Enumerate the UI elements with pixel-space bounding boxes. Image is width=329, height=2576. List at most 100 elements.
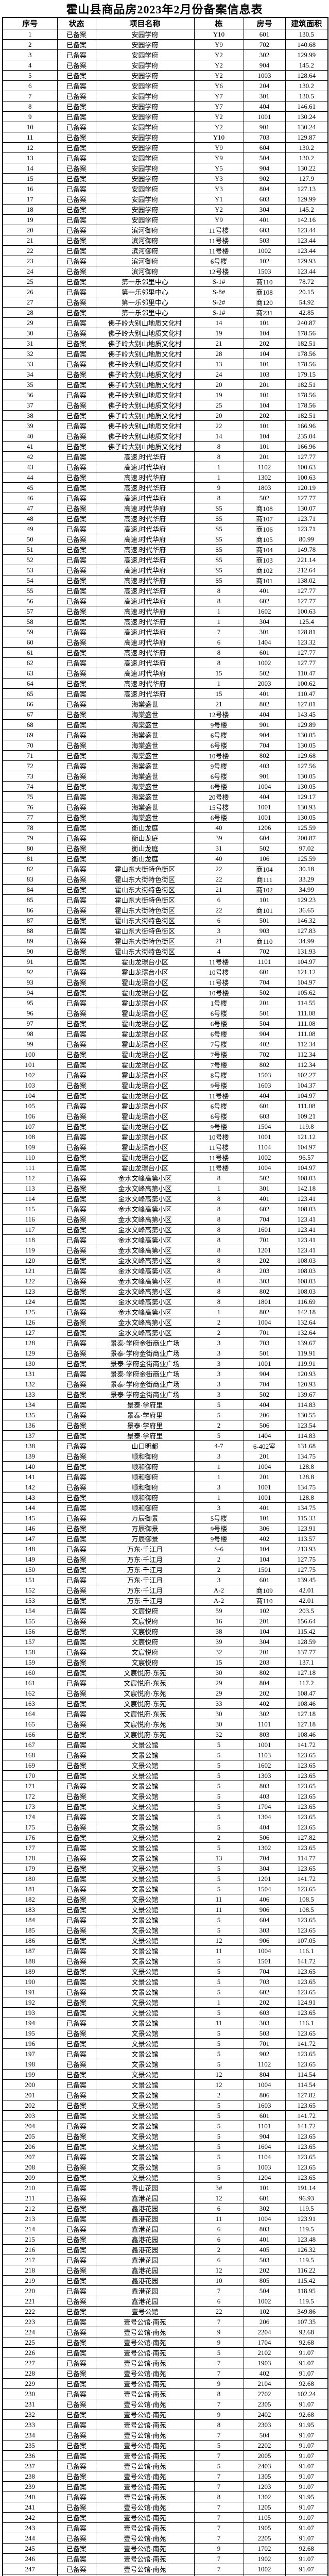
table-row: 165 已备案 文宸悦府·东苑 30 1101 127.18 bbox=[2, 1719, 328, 1730]
table-row: 202 已备案 文景公馆 5 1603 123.65 bbox=[2, 2100, 328, 2111]
cell-building: 7 bbox=[194, 2471, 244, 2482]
cell-building: 29 bbox=[194, 1677, 244, 1688]
cell-status: 已备案 bbox=[57, 2533, 96, 2544]
cell-project: 霍山龙璟台小区 bbox=[95, 1142, 195, 1153]
cell-status: 已备案 bbox=[57, 1997, 96, 2008]
cell-building: 6号楼 bbox=[194, 256, 244, 266]
cell-area: 119.5 bbox=[285, 2203, 328, 2214]
table-row: 115 已备案 金水文峰高第小区 8 602 108.03 bbox=[2, 1204, 328, 1214]
cell-area: 129.89 bbox=[285, 719, 328, 730]
cell-index: 142 bbox=[2, 1482, 58, 1493]
cell-room: 商102 bbox=[243, 884, 286, 895]
cell-status: 已备案 bbox=[57, 616, 96, 627]
cell-room: 202 bbox=[243, 1688, 286, 1699]
cell-status: 已备案 bbox=[57, 2100, 96, 2111]
cell-index: 66 bbox=[2, 699, 58, 709]
cell-status: 已备案 bbox=[57, 2048, 96, 2059]
cell-area: 178.56 bbox=[285, 348, 328, 359]
cell-index: 28 bbox=[2, 307, 58, 318]
table-row: 229 已备案 壹号公馆·南苑 9 2104 92.68 bbox=[2, 2378, 328, 2389]
cell-building: Y9 bbox=[194, 142, 244, 153]
cell-room: 2102 bbox=[243, 2347, 286, 2358]
cell-index: 136 bbox=[2, 1420, 58, 1431]
cell-project: 佛子岭大别山地质文化村 bbox=[95, 441, 195, 452]
table-row: 184 已备案 文景公馆 5 604 123.65 bbox=[2, 1914, 328, 1925]
cell-project: 万辰御景 bbox=[95, 1533, 195, 1544]
cell-status: 已备案 bbox=[57, 1708, 96, 1719]
cell-room: 704 bbox=[243, 1214, 286, 1225]
cell-area: 108.46 bbox=[285, 1698, 328, 1709]
table-row: 162 已备案 文宸悦府·东苑 29 202 108.47 bbox=[2, 1688, 328, 1699]
cell-status: 已备案 bbox=[57, 1842, 96, 1853]
cell-area: 125.59 bbox=[285, 853, 328, 864]
cell-area: 149.78 bbox=[285, 544, 328, 555]
table-row: 27 已备案 第一乐邻里中心 S-2# 商120 54.92 bbox=[2, 297, 328, 308]
cell-area: 203.5 bbox=[285, 1605, 328, 1616]
cell-room: 商110 bbox=[243, 936, 286, 946]
cell-status: 已备案 bbox=[57, 1904, 96, 1915]
cell-index: 115 bbox=[2, 1204, 58, 1214]
cell-building: 5 bbox=[194, 2151, 244, 2162]
cell-room: 904 bbox=[243, 60, 286, 71]
cell-status: 已备案 bbox=[57, 967, 96, 977]
cell-room: 1204 bbox=[243, 2172, 286, 2183]
cell-status: 已备案 bbox=[57, 60, 96, 71]
cell-room: 304 bbox=[243, 616, 286, 627]
cell-index: 158 bbox=[2, 1647, 58, 1657]
cell-index: 55 bbox=[2, 585, 58, 596]
cell-building: Y3 bbox=[194, 173, 244, 184]
cell-index: 199 bbox=[2, 2069, 58, 2080]
cell-index: 11 bbox=[2, 132, 58, 143]
table-row: 236 已备案 壹号公馆·南苑 7 2005 91.07 bbox=[2, 2450, 328, 2461]
cell-room: 1001 bbox=[243, 1739, 286, 1750]
cell-room: 101 bbox=[243, 317, 286, 328]
cell-index: 132 bbox=[2, 1379, 58, 1389]
cell-area: 123.65 bbox=[285, 1791, 328, 1802]
cell-project: 文宸悦府 bbox=[95, 1636, 195, 1647]
cell-project: 文宸悦府·东苑 bbox=[95, 1688, 195, 1699]
cell-index: 150 bbox=[2, 1564, 58, 1575]
cell-area: 141.72 bbox=[285, 2110, 328, 2121]
cell-project: 文景公馆 bbox=[95, 1976, 195, 1987]
cell-status: 已备案 bbox=[57, 2079, 96, 2090]
cell-project: 文景公馆 bbox=[95, 1966, 195, 1977]
cell-room: 1905 bbox=[243, 2522, 286, 2533]
cell-room: 404 bbox=[243, 1822, 286, 1833]
cell-area: 91.07 bbox=[285, 2522, 328, 2533]
cell-building: 2 bbox=[194, 2090, 244, 2100]
cell-project: 安园学府 bbox=[95, 194, 195, 205]
cell-area: 141.72 bbox=[285, 2038, 328, 2049]
cell-project: 海棠盛世 bbox=[95, 719, 195, 730]
cell-building: 2 bbox=[194, 1554, 244, 1565]
cell-status: 已备案 bbox=[57, 2409, 96, 2420]
cell-area: 130.07 bbox=[285, 503, 328, 514]
cell-status: 已备案 bbox=[57, 894, 96, 905]
cell-room: 1201 bbox=[243, 1245, 286, 1256]
cell-room: 2702 bbox=[243, 2388, 286, 2399]
cell-index: 123 bbox=[2, 1286, 58, 1297]
cell-building: 8 bbox=[194, 1234, 244, 1245]
cell-index: 35 bbox=[2, 379, 58, 390]
cell-building: Y5 bbox=[194, 163, 244, 174]
cell-room: 1303 bbox=[243, 1770, 286, 1781]
cell-status: 已备案 bbox=[57, 1605, 96, 1616]
cell-building: 13 bbox=[194, 359, 244, 369]
cell-building: 12 bbox=[194, 1935, 244, 1946]
cell-building: 10 bbox=[194, 2275, 244, 2286]
cell-room: 101 bbox=[243, 420, 286, 431]
cell-building: 3 bbox=[194, 1368, 244, 1379]
cell-room: 404 bbox=[243, 709, 286, 720]
cell-room: 1003 bbox=[243, 2162, 286, 2173]
table-row: 215 已备案 鑫港花园 6 401 123.48 bbox=[2, 2234, 328, 2245]
cell-index: 239 bbox=[2, 2481, 58, 2492]
cell-index: 246 bbox=[2, 2553, 58, 2564]
cell-room: 206 bbox=[243, 1410, 286, 1420]
cell-index: 102 bbox=[2, 1070, 58, 1080]
cell-status: 已备案 bbox=[57, 2224, 96, 2234]
cell-building: Y1 bbox=[194, 194, 244, 205]
cell-room: 1203 bbox=[243, 2481, 286, 2492]
cell-room: 404 bbox=[243, 1399, 286, 1410]
cell-building: 9号楼 bbox=[194, 719, 244, 730]
cell-status: 已备案 bbox=[57, 80, 96, 91]
cell-building: 7 bbox=[194, 2512, 244, 2523]
